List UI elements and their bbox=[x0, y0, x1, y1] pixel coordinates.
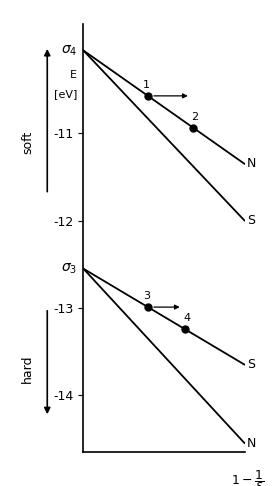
Text: 4: 4 bbox=[183, 313, 190, 323]
Text: $1-\dfrac{1}{\varepsilon}$: $1-\dfrac{1}{\varepsilon}$ bbox=[231, 468, 264, 486]
Text: soft: soft bbox=[21, 131, 34, 154]
Text: [eV]: [eV] bbox=[54, 89, 77, 99]
Text: E: E bbox=[70, 69, 77, 80]
Text: N: N bbox=[247, 157, 256, 171]
Text: S: S bbox=[247, 358, 255, 371]
Text: 2: 2 bbox=[191, 111, 198, 122]
Text: $\sigma_3$: $\sigma_3$ bbox=[61, 261, 77, 276]
Text: hard: hard bbox=[21, 355, 34, 383]
Text: 3: 3 bbox=[143, 291, 150, 301]
Text: S: S bbox=[247, 214, 255, 227]
Text: 1: 1 bbox=[143, 80, 150, 90]
Text: $\sigma_4$: $\sigma_4$ bbox=[61, 43, 77, 58]
Text: N: N bbox=[247, 437, 256, 450]
